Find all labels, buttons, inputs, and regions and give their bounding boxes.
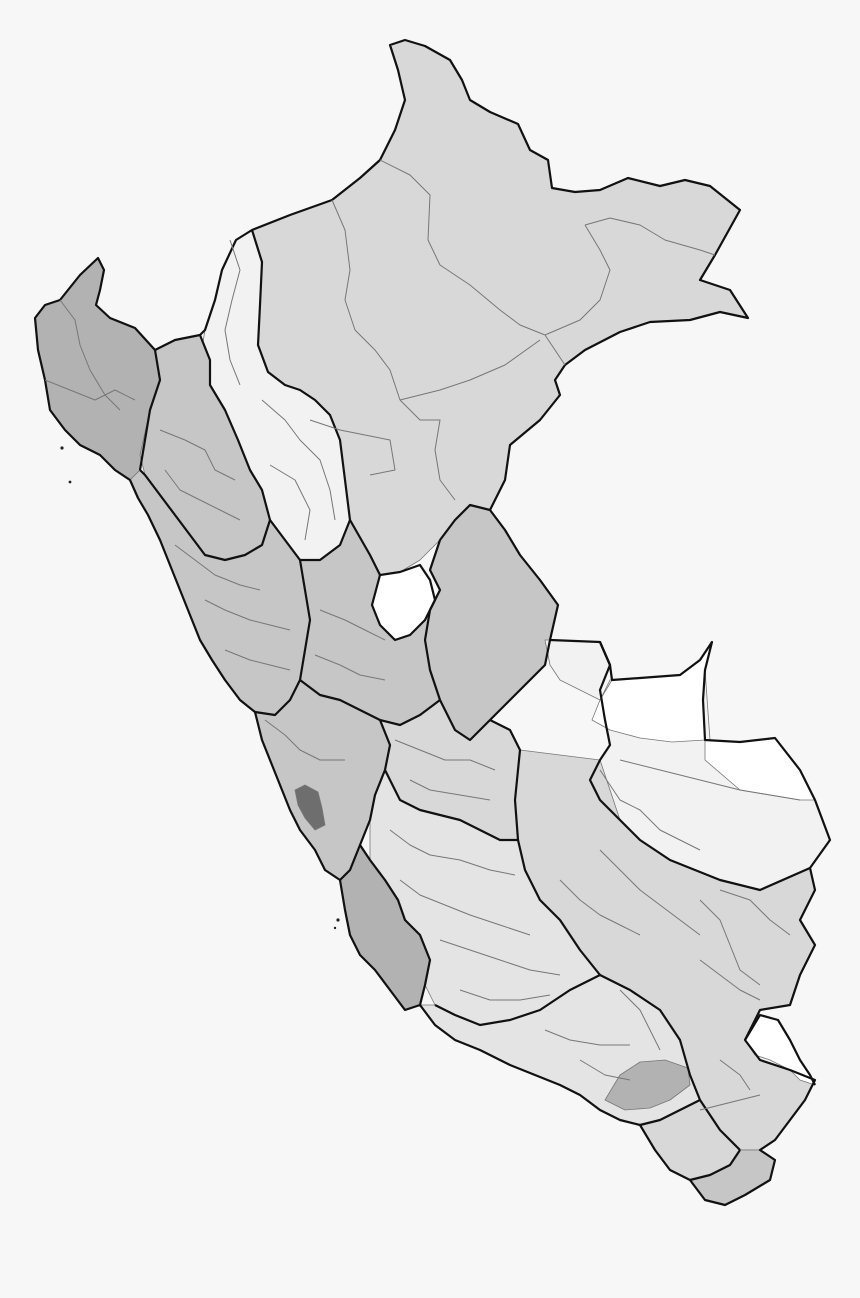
province-line [459, 989, 551, 1001]
border-ucayali [423, 503, 552, 742]
province-line [699, 1094, 761, 1111]
border-lima [339, 719, 392, 881]
province-line [699, 899, 761, 986]
province-line [699, 959, 761, 1001]
island [336, 918, 340, 922]
border-moquegua [639, 1099, 741, 1182]
border-enclave-north [370, 563, 437, 642]
island [60, 446, 64, 450]
border-ancash [254, 559, 312, 717]
province-line [619, 759, 801, 801]
province-line [224, 239, 241, 386]
region-enclave-east[interactable] [591, 641, 713, 743]
province-line [59, 299, 121, 411]
province-line [204, 599, 291, 631]
province-line [314, 654, 386, 681]
province-line [719, 1059, 751, 1091]
province-line [164, 469, 241, 521]
province-line [559, 879, 641, 936]
province-line [544, 1029, 630, 1046]
border-junin [384, 719, 522, 842]
province-line [584, 217, 716, 256]
province-line [394, 739, 496, 771]
province-line [174, 544, 261, 591]
province-line [399, 879, 531, 936]
province-line [331, 199, 401, 401]
region-ucayali[interactable] [424, 504, 559, 741]
province-line [319, 609, 386, 641]
province-line [719, 889, 791, 936]
island [333, 926, 337, 930]
border-titicaca [744, 1013, 816, 1086]
border-cajamarca [138, 334, 272, 521]
province-line [579, 1059, 631, 1081]
province-line [599, 769, 701, 851]
border-huanuco [299, 679, 441, 727]
country-outline [33, 38, 832, 1207]
border-amazonas-loreto [250, 229, 381, 576]
province-line [544, 224, 611, 336]
province-line [379, 159, 566, 366]
region-piura[interactable] [34, 257, 161, 481]
province-line [599, 849, 701, 936]
province-line [224, 649, 291, 671]
province-line [619, 989, 661, 1051]
province-line [399, 339, 541, 401]
province-line [261, 399, 336, 521]
region-lima-metro[interactable] [294, 784, 326, 831]
province-line [269, 464, 311, 541]
border-ayacucho [434, 839, 602, 1027]
border-la-libertad [139, 469, 352, 562]
border-ica [359, 844, 432, 1006]
border-cusco [599, 974, 741, 1151]
border-madre-de-dios [588, 641, 811, 892]
province-line [264, 719, 345, 761]
province-line [309, 419, 396, 476]
province-lines [44, 159, 801, 1111]
province-line [389, 829, 516, 876]
province-line [399, 399, 456, 501]
region-arequipa-caylloma[interactable] [604, 1059, 691, 1111]
province-line [439, 939, 561, 976]
province-line [44, 379, 136, 401]
province-line [159, 429, 236, 481]
island [68, 480, 72, 484]
province-line [409, 779, 491, 801]
